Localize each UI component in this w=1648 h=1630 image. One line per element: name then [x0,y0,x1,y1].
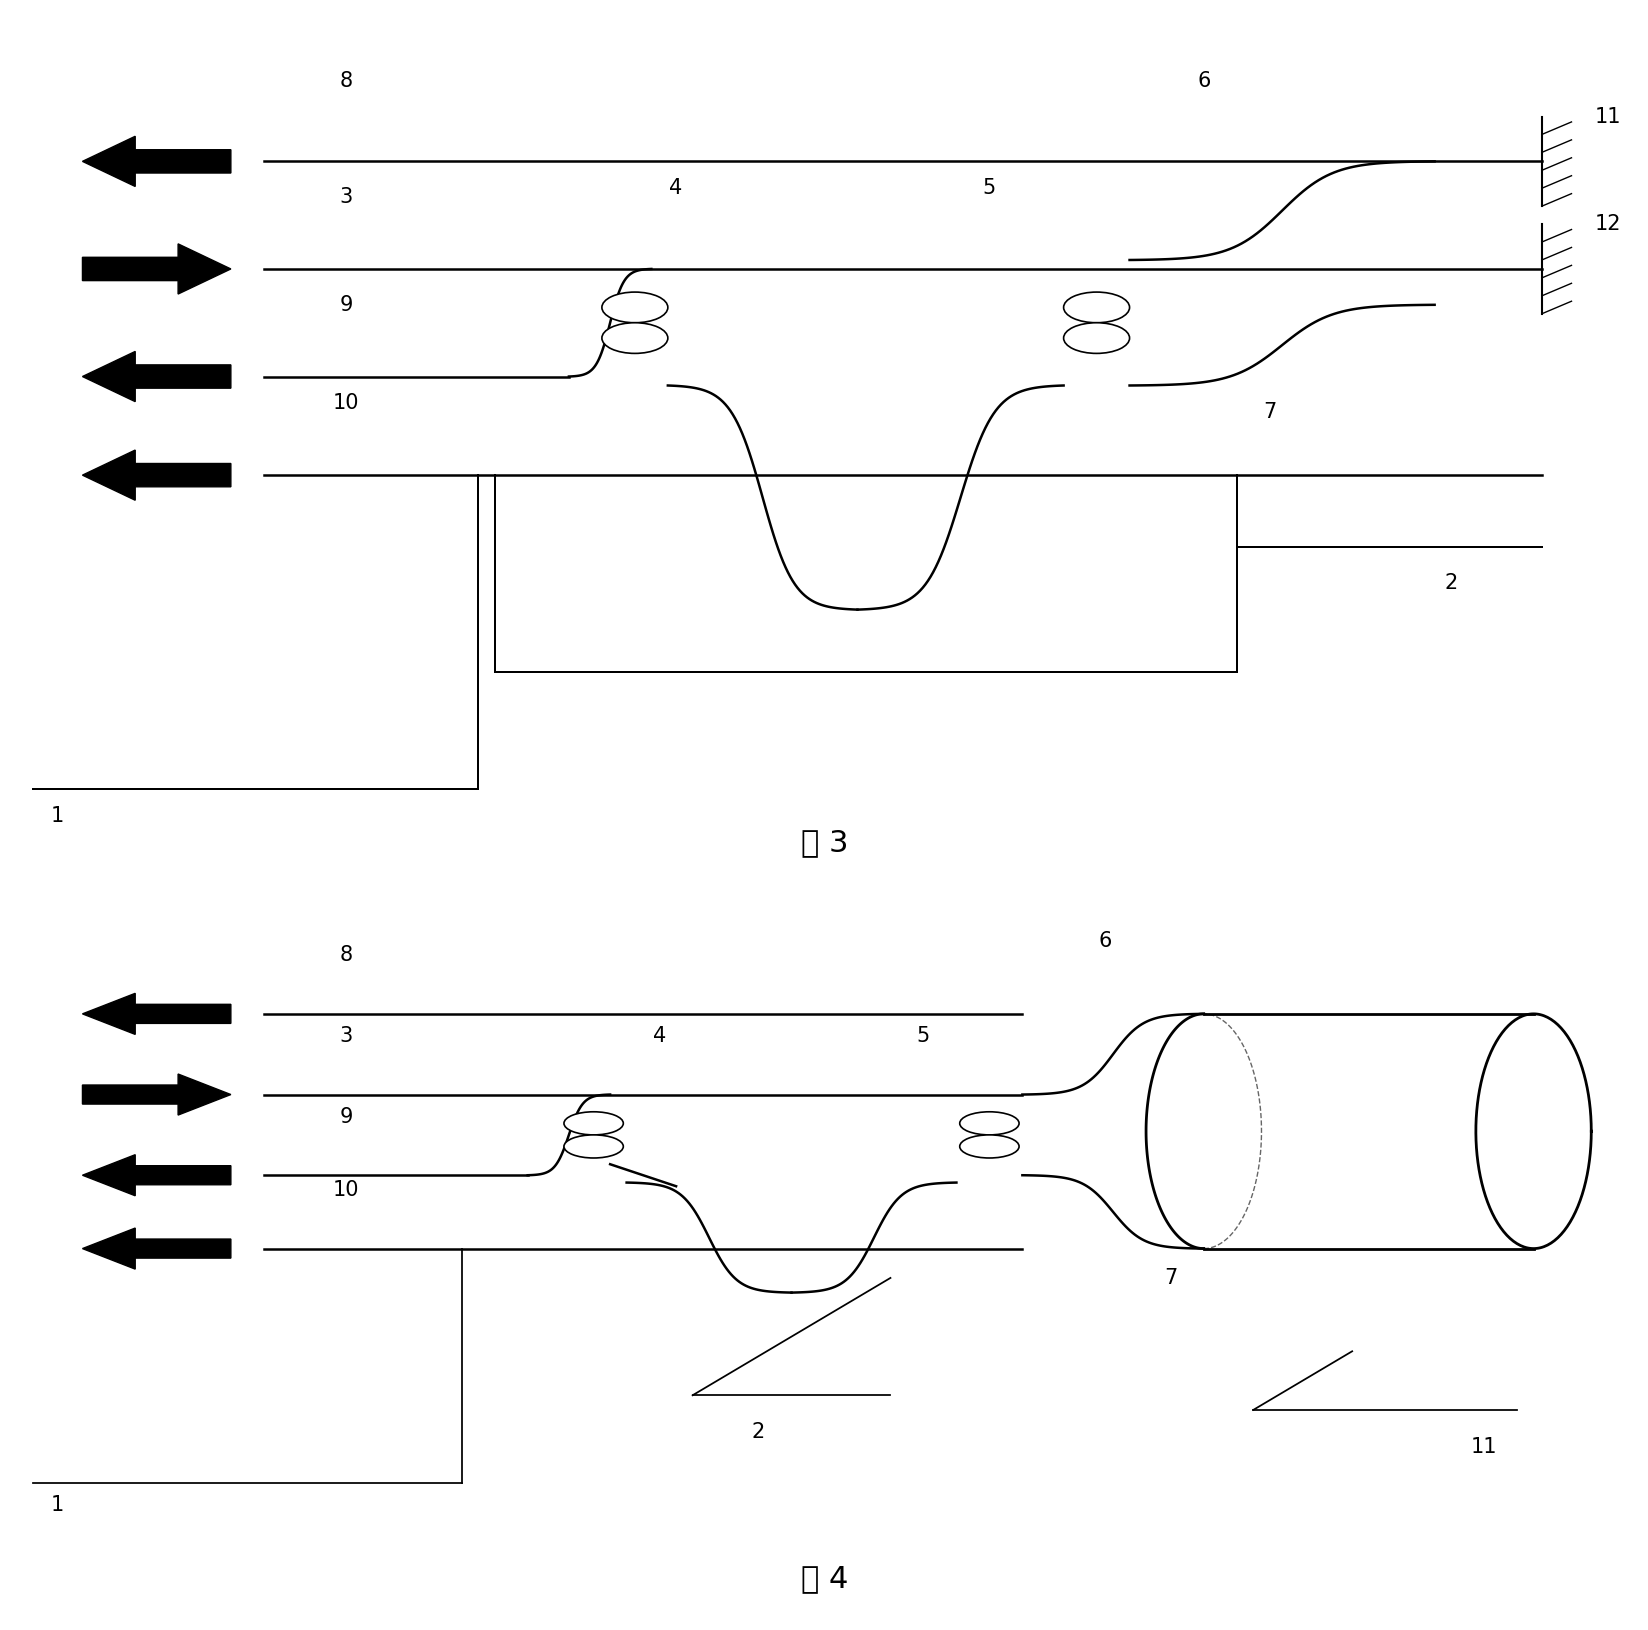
Ellipse shape [1063,292,1129,323]
Text: 6: 6 [1196,70,1210,91]
Polygon shape [82,244,231,293]
Ellipse shape [602,323,667,354]
Text: 4: 4 [653,1025,666,1046]
Polygon shape [82,1227,231,1270]
Ellipse shape [1063,323,1129,354]
Polygon shape [82,1154,231,1196]
Text: 9: 9 [339,1107,353,1126]
Text: 5: 5 [982,178,995,199]
Text: 3: 3 [339,187,353,207]
Text: 11: 11 [1594,106,1620,127]
Text: 图 3: 图 3 [801,828,847,857]
Text: 1: 1 [51,805,64,826]
Text: 11: 11 [1470,1436,1496,1457]
Text: 7: 7 [1163,1268,1177,1288]
Text: 3: 3 [339,1025,353,1046]
Ellipse shape [602,292,667,323]
Ellipse shape [564,1134,623,1157]
Text: 5: 5 [916,1025,929,1046]
Polygon shape [82,450,231,500]
Ellipse shape [564,1112,623,1134]
Text: 10: 10 [333,1180,359,1200]
Polygon shape [82,352,231,401]
Polygon shape [82,993,231,1035]
Text: 9: 9 [339,295,353,315]
Text: 8: 8 [339,70,353,91]
Polygon shape [82,1074,231,1115]
Text: 图 4: 图 4 [801,1565,847,1593]
Text: 2: 2 [1444,572,1457,593]
Text: 6: 6 [1098,931,1111,950]
Text: 4: 4 [669,178,682,199]
Text: 7: 7 [1262,403,1276,422]
Text: 8: 8 [339,945,353,965]
Text: 2: 2 [751,1421,765,1443]
Text: 10: 10 [333,393,359,414]
Ellipse shape [959,1134,1018,1157]
Ellipse shape [959,1112,1018,1134]
Text: 12: 12 [1594,214,1620,235]
Text: 1: 1 [51,1495,64,1516]
Polygon shape [82,137,231,186]
